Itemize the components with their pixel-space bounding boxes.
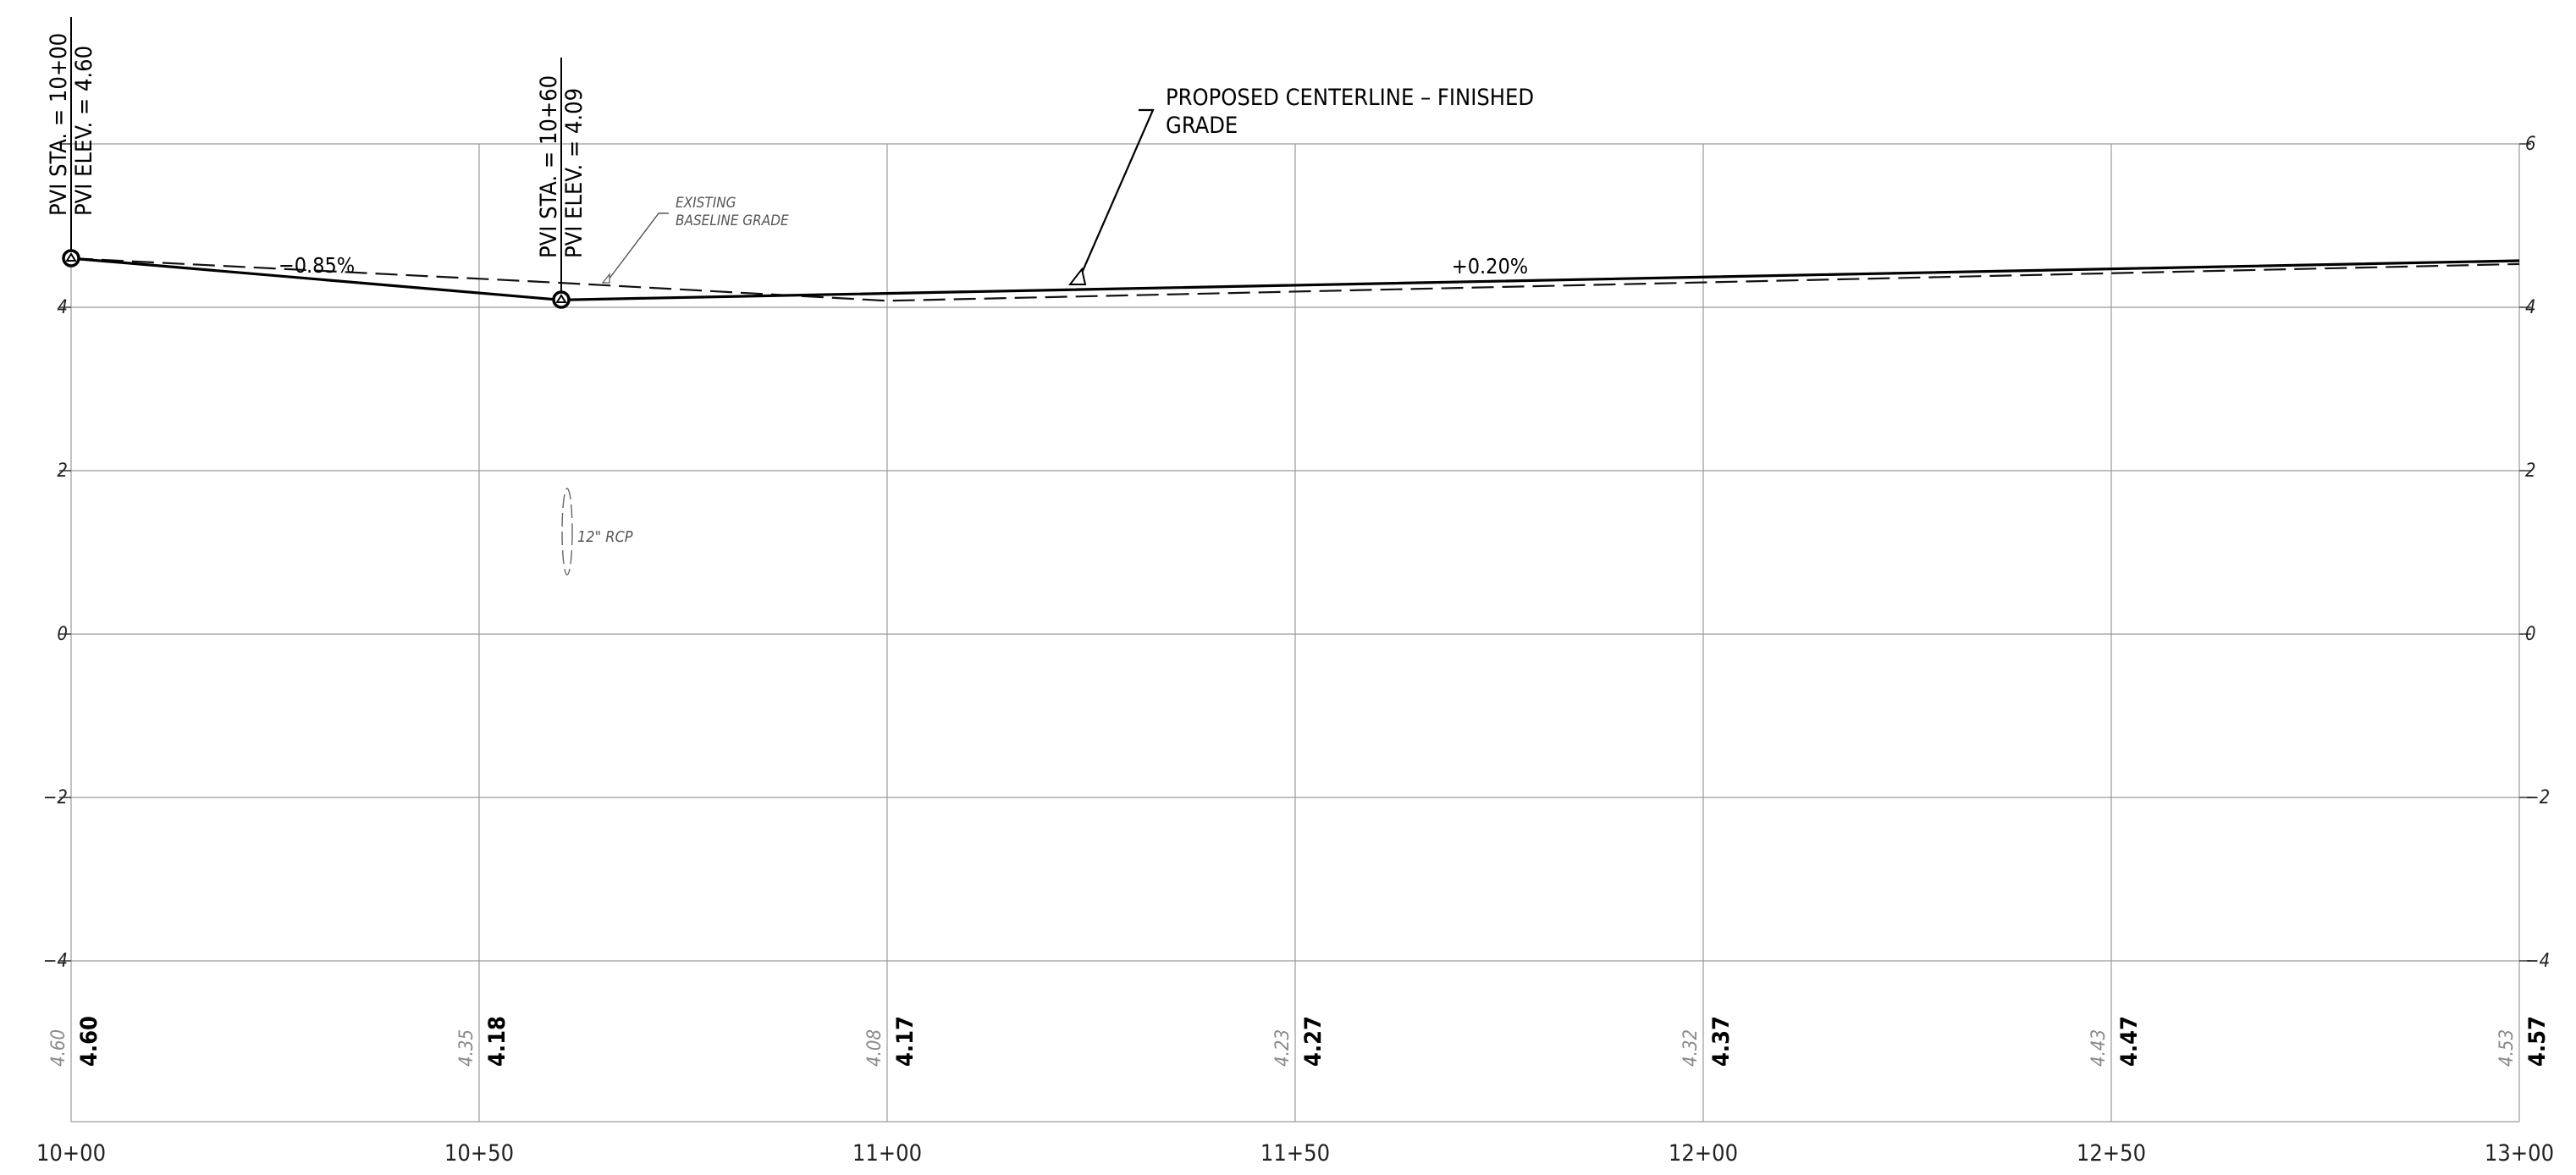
pvi-2-labels: PVI STA. = 10+60 PVI ELEV. = 4.09 [536,75,587,258]
elev-label-left-neg4: −4 [43,951,68,972]
station-label-13-00: 13+00 [2485,1140,2554,1167]
pvi-1-elevation: PVI ELEV. = 4.60 [71,46,97,216]
pipe-outline [561,488,573,576]
pvi-2-elevation: PVI ELEV. = 4.09 [561,88,587,258]
pvi-1-triangle [65,252,77,262]
pvi-1-labels: PVI STA. = 10+00 PVI ELEV. = 4.60 [46,33,97,216]
pvi-2-station: PVI STA. = 10+60 [536,75,562,258]
pvi-2-triangle [555,294,567,303]
elev-label-right-4: 4 [2525,297,2536,318]
existing-callout-line-2: BASELINE GRADE [676,212,789,229]
proposed-elev-10-00: 4.60 [76,1016,102,1067]
existing-elevation-values: 4.60 4.35 4.08 4.23 4.32 4.43 4.53 [48,1029,2518,1067]
proposed-elevation-values: 4.60 4.18 4.17 4.27 4.37 4.47 4.57 [76,1016,2551,1067]
proposed-callout-line-2: GRADE [1166,113,1238,139]
grid [59,143,2531,1123]
proposed-elev-10-50: 4.18 [484,1016,510,1067]
pvi-1-station: PVI STA. = 10+00 [46,33,72,216]
elevation-labels-right: 6 4 2 0 −2 −4 [2525,134,2550,972]
station-labels: 10+00 10+50 11+00 11+50 12+00 12+50 13+0… [36,1140,2554,1167]
proposed-callout-arrow [1067,267,1087,285]
proposed-elev-12-50: 4.47 [2116,1016,2143,1067]
grade-label-1: −0.85% [279,253,355,278]
station-label-11-50: 11+50 [1260,1140,1330,1167]
existing-callout-line-1: EXISTING [676,195,736,212]
proposed-callout-leader [1075,108,1155,285]
elevation-ticks [59,143,2531,962]
elev-label-left-4: 4 [57,297,68,318]
existing-elev-11-00: 4.08 [864,1029,885,1067]
elev-label-right-neg2: −2 [2525,787,2550,808]
pipe-crossing: 12" RCP [561,488,633,576]
station-label-11-00: 11+00 [852,1140,922,1167]
elevation-labels-left: 4 2 0 −2 −4 [43,297,68,972]
grade-label-2: +0.20% [1452,254,1528,279]
existing-elev-13-00: 4.53 [2496,1029,2518,1067]
station-label-12-00: 12+00 [1669,1140,1738,1167]
station-label-10-00: 10+00 [36,1140,106,1167]
proposed-elev-12-00: 4.37 [1708,1016,1735,1067]
existing-elev-10-50: 4.35 [456,1029,477,1067]
existing-callout-arrow [601,273,610,284]
pvi-marker-2 [552,58,571,309]
proposed-elev-11-00: 4.17 [892,1016,918,1067]
station-label-10-50: 10+50 [444,1140,514,1167]
pipe-label: 12" RCP [577,528,633,546]
elev-label-left-2: 2 [57,461,68,482]
elev-label-left-0: 0 [57,624,68,645]
elev-label-right-2: 2 [2525,461,2536,482]
existing-baseline-callout: EXISTING BASELINE GRADE [601,195,789,284]
proposed-elev-13-00: 4.57 [2524,1016,2551,1067]
existing-elev-12-50: 4.43 [2088,1029,2110,1067]
elev-label-left-neg2: −2 [43,787,68,808]
proposed-centerline-callout: PROPOSED CENTERLINE – FINISHED GRADE [1067,85,1534,285]
existing-elev-11-50: 4.23 [1272,1029,1294,1067]
elev-label-right-neg4: −4 [2525,951,2550,972]
pvi-marker-1 [62,17,80,268]
existing-elev-10-00: 4.60 [48,1029,69,1067]
existing-grade-line [70,257,2520,302]
proposed-elev-11-50: 4.27 [1300,1016,1327,1067]
existing-elev-12-00: 4.32 [1680,1029,1702,1067]
existing-callout-leader [605,212,669,284]
proposed-callout-line-1: PROPOSED CENTERLINE – FINISHED [1166,85,1534,111]
elev-label-right-6: 6 [2525,134,2536,155]
station-label-12-50: 12+50 [2077,1140,2146,1167]
elev-label-right-0: 0 [2525,624,2536,645]
